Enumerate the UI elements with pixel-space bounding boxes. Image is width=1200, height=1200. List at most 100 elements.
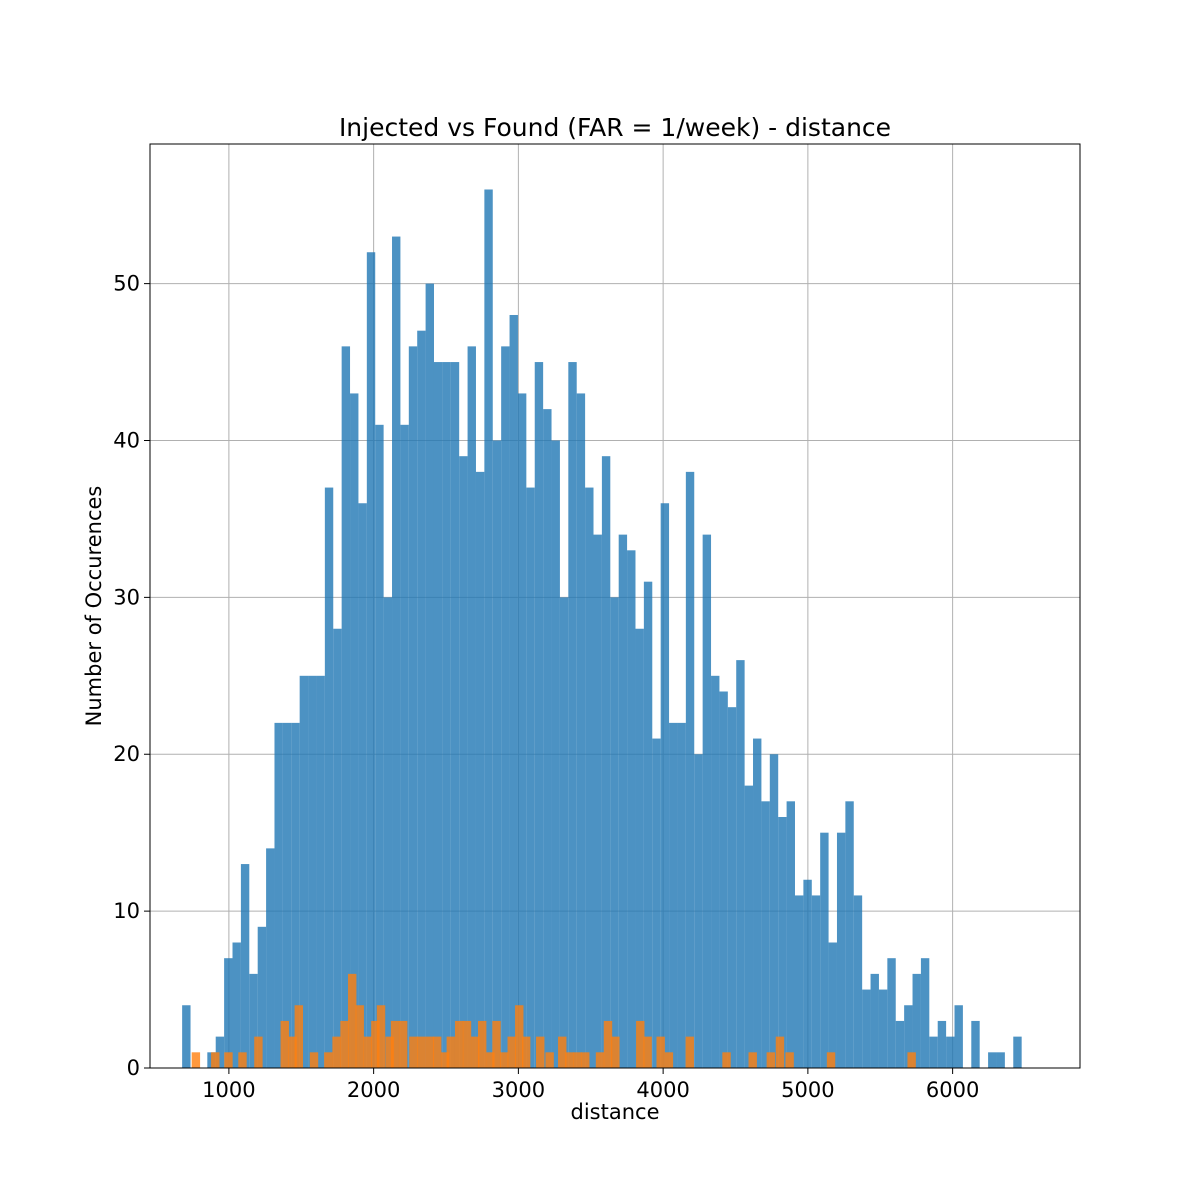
histogram-bar: [685, 1036, 694, 1068]
histogram-bar: [937, 1020, 947, 1068]
histogram-bar: [603, 1020, 613, 1068]
histogram-bar: [551, 440, 560, 1069]
histogram-bar: [392, 236, 401, 1068]
histogram-bar: [257, 926, 267, 1068]
histogram-bar: [595, 1052, 605, 1068]
histogram-bar: [748, 1052, 757, 1068]
histogram-bar: [363, 1036, 372, 1068]
histogram-bar: [425, 283, 434, 1068]
histogram-bar: [836, 832, 846, 1068]
histogram-bar: [568, 362, 577, 1068]
histogram-bar: [240, 864, 250, 1068]
x-tick-label: 5000: [781, 1078, 834, 1102]
histogram-bar: [425, 1036, 434, 1068]
histogram-bar: [887, 958, 896, 1068]
histogram-bar: [946, 1036, 955, 1068]
histogram-bar: [433, 362, 443, 1068]
histogram-bar: [576, 393, 586, 1068]
histogram-bar: [618, 534, 628, 1068]
histogram-bar: [719, 691, 728, 1068]
histogram-bar: [611, 1036, 620, 1068]
x-tick-label: 6000: [926, 1078, 979, 1102]
x-axis-label: distance: [571, 1100, 660, 1124]
histogram-bar: [280, 1020, 289, 1068]
histogram-bar: [643, 1036, 652, 1068]
histogram-bar: [492, 1020, 501, 1068]
histogram-bar: [534, 362, 544, 1068]
histogram-bar: [736, 660, 745, 1068]
plot-frame: [149, 143, 1081, 1069]
histogram-bar: [669, 722, 678, 1068]
histogram-bar: [585, 487, 594, 1068]
histogram-bar: [477, 1020, 487, 1068]
histogram-bar: [895, 1020, 905, 1068]
histogram-bar: [727, 707, 737, 1068]
histogram-bar: [471, 1036, 480, 1068]
histogram-bar: [828, 942, 837, 1068]
histogram-bar: [811, 895, 821, 1068]
histogram-bar: [702, 534, 712, 1068]
histogram-bar: [291, 722, 300, 1068]
histogram-bar: [409, 1036, 418, 1068]
histogram-bar: [545, 1052, 554, 1068]
histogram-bar: [878, 989, 888, 1068]
y-tick-label: 20: [113, 742, 140, 766]
histogram-bar: [371, 1020, 380, 1068]
histogram-bar: [509, 314, 518, 1069]
histogram-bar: [450, 362, 460, 1068]
histogram-bar: [785, 1052, 794, 1068]
histogram-bar: [904, 1005, 913, 1068]
histogram-bar: [324, 1052, 333, 1068]
histogram-bar: [515, 1005, 524, 1068]
histogram-bar: [442, 362, 451, 1068]
histogram-bar: [635, 628, 644, 1068]
histogram-bar: [398, 1020, 408, 1068]
histogram-bar: [761, 801, 770, 1068]
histogram-bar: [182, 1005, 191, 1068]
histogram-bar: [711, 675, 720, 1068]
histogram-bar: [486, 1052, 495, 1068]
histogram-bar: [224, 958, 233, 1068]
y-tick-label: 0: [127, 1056, 140, 1080]
x-tick-label: 2000: [347, 1078, 400, 1102]
y-tick-label: 30: [113, 585, 140, 609]
axis-ticks: 1000 2000 3000 4000 5000 6000 0 10 20 30 40 50: [113, 272, 979, 1102]
histogram-bar: [274, 722, 283, 1068]
histogram-bar: [288, 1036, 297, 1068]
histogram-bar: [766, 1052, 776, 1068]
histogram-bar: [581, 1052, 590, 1068]
histogram-bar: [484, 189, 493, 1068]
histogram-bar: [536, 1036, 545, 1068]
histogram-bar: [417, 330, 426, 1069]
y-tick-label: 10: [113, 899, 140, 923]
x-tick-label: 1000: [202, 1078, 255, 1102]
histogram-bar: [1013, 1036, 1022, 1068]
histogram-bar: [778, 816, 787, 1068]
histogram-bar: [870, 973, 879, 1068]
histogram-bar: [299, 675, 309, 1068]
series-2-bars: [191, 973, 916, 1068]
chart-title: Injected vs Found (FAR = 1/week) - dista…: [339, 113, 891, 142]
histogram-bar: [656, 1036, 665, 1068]
histogram-bar: [652, 738, 661, 1068]
histogram-bar: [492, 440, 502, 1069]
histogram-bar: [786, 801, 795, 1068]
x-tick-label: 4000: [636, 1078, 689, 1102]
histogram-bar: [332, 1036, 341, 1068]
histogram-bar: [845, 801, 854, 1068]
histogram-bar: [266, 848, 275, 1068]
histogram-bar: [376, 1005, 386, 1068]
histogram-bar: [912, 973, 921, 1068]
histogram-bar: [308, 675, 317, 1068]
histogram-bar: [522, 1036, 531, 1068]
histogram-bar: [385, 1036, 394, 1068]
histogram-bar: [432, 1036, 442, 1068]
histogram-bar: [440, 1052, 450, 1068]
histogram-bar: [954, 1005, 963, 1068]
histogram-bar: [254, 1036, 263, 1068]
histogram-bar: [282, 722, 292, 1068]
histogram-bar: [920, 958, 930, 1068]
histogram-bar: [685, 471, 695, 1068]
histogram-bar: [694, 754, 703, 1068]
